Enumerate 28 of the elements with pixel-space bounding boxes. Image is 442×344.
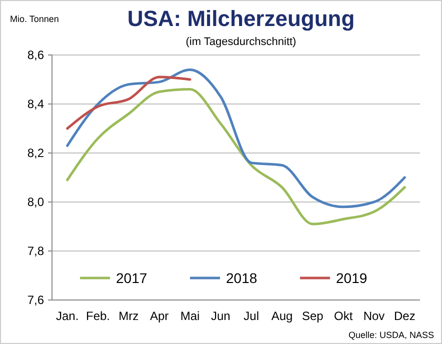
legend-label: 2018: [226, 270, 258, 286]
chart-subtitle: (im Tagesdurchschnitt): [186, 36, 296, 48]
x-tick-label: Jun: [210, 309, 230, 323]
y-tick-label: 7,8: [27, 244, 44, 258]
legend-label: 2019: [336, 270, 368, 286]
source-note: Quelle: USDA, NASS: [348, 330, 434, 340]
y-tick-label: 8,0: [27, 195, 44, 210]
chart-title: USA: Milcherzeugung: [127, 6, 355, 31]
x-tick-label: Sep: [302, 309, 324, 323]
x-tick-label: Mrz: [118, 309, 139, 323]
line-series: [66, 68, 406, 208]
y-axis-title: Mio. Tonnen: [10, 14, 59, 24]
x-tick-label: Feb.: [86, 309, 110, 323]
y-tick-label: 7,6: [27, 293, 44, 308]
line-series: [66, 88, 406, 226]
x-tick-label: Mai: [180, 309, 200, 323]
y-tick-label: 8,2: [27, 146, 44, 160]
x-tick-label: Nov: [363, 309, 385, 323]
line-series: [66, 76, 192, 130]
x-tick-label: Okt: [334, 309, 354, 323]
x-tick-label: Aug: [271, 309, 293, 323]
x-tick-label: Dez: [394, 309, 416, 323]
x-tick-label: Jul: [244, 309, 260, 323]
x-tick-label: Jan.: [56, 309, 79, 323]
y-tick-label: 8,4: [27, 97, 44, 112]
y-tick-label: 8,6: [27, 48, 44, 62]
x-tick-label: Apr: [150, 309, 169, 323]
legend-label: 2017: [116, 270, 148, 286]
